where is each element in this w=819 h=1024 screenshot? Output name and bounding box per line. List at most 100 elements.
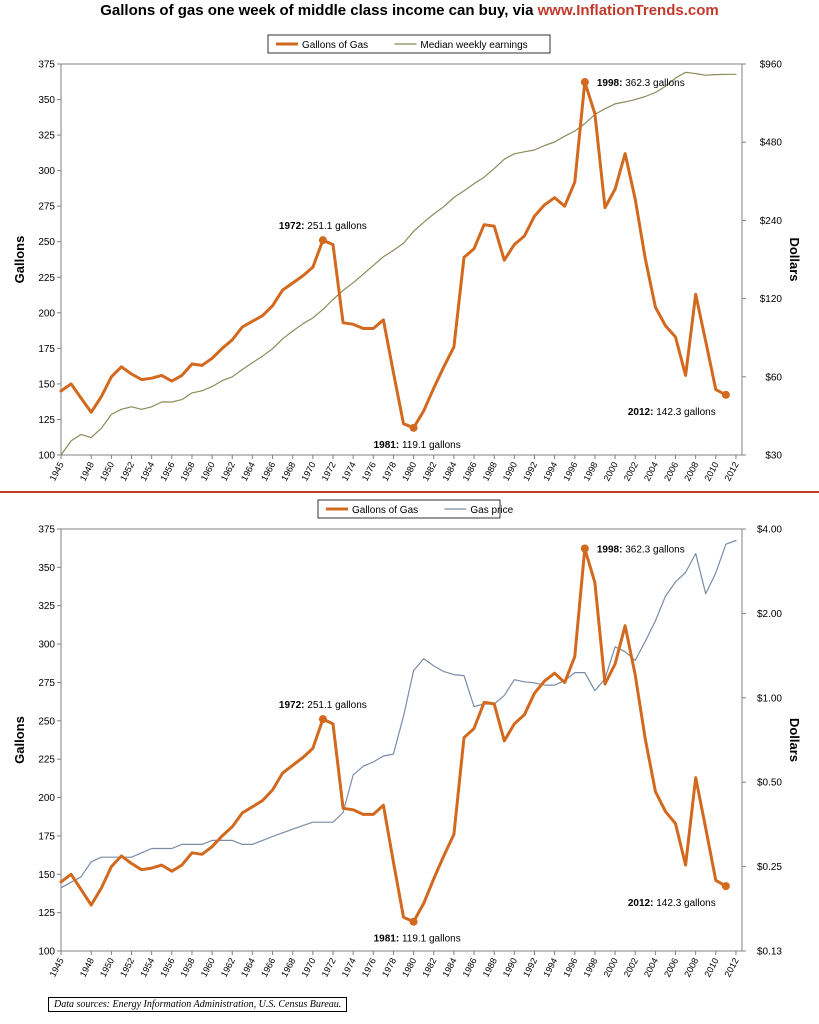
x-tick-label: 1945 <box>48 956 66 978</box>
x-tick-label: 1948 <box>78 956 96 978</box>
annotation-marker <box>580 544 589 553</box>
x-tick-label: 1978 <box>380 956 398 978</box>
x-tick-label: 2008 <box>682 956 700 978</box>
y-right-axis-title: Dollars <box>787 718 802 762</box>
x-tick-label: 2008 <box>682 460 700 482</box>
x-tick-label: 2012 <box>722 956 740 978</box>
x-tick-label: 1976 <box>360 460 378 482</box>
x-tick-label: 1998 <box>581 956 599 978</box>
annotation-label: 1972: 251.1 gallons <box>279 700 367 711</box>
y-right-axis-title: Dollars <box>787 237 802 281</box>
x-tick-label: 1945 <box>48 460 66 482</box>
x-tick-label: 1996 <box>561 956 579 978</box>
x-tick-label: 1964 <box>239 460 257 482</box>
x-tick-label: 1950 <box>98 460 116 482</box>
legend-box <box>317 499 501 519</box>
y-left-tick-label: 200 <box>38 793 55 804</box>
annotation-value: 251.1 gallons <box>307 700 367 711</box>
x-tick-label: 1960 <box>199 460 217 482</box>
gallons-series-line <box>59 80 728 430</box>
legend-label: Gallons of Gas <box>302 40 368 51</box>
y-right-tick-label: $0.50 <box>757 778 782 789</box>
y-right-tick-label: $480 <box>760 138 783 149</box>
y-left-tick-label: 300 <box>38 166 55 177</box>
y-right-tick-label: $2.00 <box>757 609 782 620</box>
legend: Gallons of Gas Gas price <box>317 499 514 519</box>
plot-area-border <box>60 63 743 456</box>
source-note: Data sources: Energy Information Adminis… <box>48 997 348 1012</box>
annotation-value: 142.3 gallons <box>656 407 716 418</box>
x-tick-label: 2006 <box>662 460 680 482</box>
y-right-tick-label: $60 <box>765 372 782 383</box>
y-left-tick-label: 300 <box>38 640 55 651</box>
y-left-tick-label: 200 <box>38 308 55 319</box>
x-tick-label: 2010 <box>702 956 720 978</box>
x-tick-label: 1954 <box>138 956 156 978</box>
y-left-tick-label: 175 <box>38 344 55 355</box>
y-left-tick-label: 375 <box>38 60 55 71</box>
dollars-series-line <box>60 71 737 456</box>
x-tick-label: 1956 <box>158 956 176 978</box>
x-tick-label: 2000 <box>602 956 620 978</box>
x-tick-label: 2006 <box>662 956 680 978</box>
x-tick-label: 1992 <box>521 460 539 482</box>
legend-label: Gallons of Gas <box>352 505 418 516</box>
annotation-value: 362.3 gallons <box>625 544 685 555</box>
x-tick-label: 1988 <box>481 460 499 482</box>
x-tick-label: 1982 <box>420 460 438 482</box>
y-left-tick-label: 100 <box>38 451 55 462</box>
x-tick-label: 1956 <box>158 460 176 482</box>
x-tick-label: 1952 <box>118 956 136 978</box>
x-tick-label: 1980 <box>400 956 418 978</box>
annotation-label: 1998: 362.3 gallons <box>597 78 685 89</box>
x-tick-label: 1990 <box>501 956 519 978</box>
annotation-marker <box>318 715 327 724</box>
x-tick-label: 1974 <box>340 460 358 482</box>
x-tick-label: 1960 <box>199 956 217 978</box>
y-left-tick-label: 225 <box>38 755 55 766</box>
annotation-value: 142.3 gallons <box>656 898 716 909</box>
x-tick-label: 2002 <box>622 956 640 978</box>
y-left-tick-label: 100 <box>38 947 55 958</box>
chart-divider <box>0 491 819 493</box>
annotation-label: 1972: 251.1 gallons <box>279 221 367 232</box>
x-tick-label: 1952 <box>118 460 136 482</box>
x-tick-label: 1972 <box>320 460 338 482</box>
y-left-tick-label: 350 <box>38 95 55 106</box>
x-tick-label: 1974 <box>340 956 358 978</box>
annotation-value: 119.1 gallons <box>402 934 461 945</box>
x-tick-label: 1990 <box>501 460 519 482</box>
y-right-tick-label: $120 <box>760 294 783 305</box>
x-tick-label: 1968 <box>279 956 297 978</box>
y-right-tick-label: $4.00 <box>757 525 782 536</box>
x-tick-label: 2012 <box>722 460 740 482</box>
y-left-tick-label: 350 <box>38 563 55 574</box>
y-right-tick-label: $30 <box>765 451 782 462</box>
x-tick-label: 1966 <box>259 460 277 482</box>
annotation-label: 1998: 362.3 gallons <box>597 544 685 555</box>
page-title: Gallons of gas one week of middle class … <box>0 2 819 19</box>
x-tick-label: 1958 <box>178 460 196 482</box>
title-site: www.InflationTrends.com <box>537 2 719 19</box>
y-right-tick-label: $960 <box>760 60 783 71</box>
x-tick-label: 1996 <box>561 460 579 482</box>
annotation-marker <box>721 390 730 399</box>
x-tick-label: 2000 <box>602 460 620 482</box>
y-left-tick-label: 225 <box>38 273 55 284</box>
annotation-year: 1998: <box>597 544 625 555</box>
annotation-year: 1998: <box>597 78 625 89</box>
x-tick-label: 1984 <box>440 460 458 482</box>
x-tick-label: 1986 <box>461 956 479 978</box>
y-left-tick-label: 150 <box>38 379 55 390</box>
annotation-marker <box>409 423 418 432</box>
x-tick-label: 1988 <box>481 956 499 978</box>
chart-bottom: 100 125 150 175 200 225 250 275 300 325 350 375 $0.1… <box>12 499 802 979</box>
y-left-tick-label: 325 <box>38 601 55 612</box>
y-right-tick-label: $1.00 <box>757 693 782 704</box>
y-left-tick-label: 125 <box>38 908 55 919</box>
x-tick-label: 1992 <box>521 956 539 978</box>
x-tick-label: 1964 <box>239 956 257 978</box>
x-tick-label: 1966 <box>259 956 277 978</box>
y-left-tick-label: 150 <box>38 870 55 881</box>
y-left-tick-label: 275 <box>38 678 55 689</box>
